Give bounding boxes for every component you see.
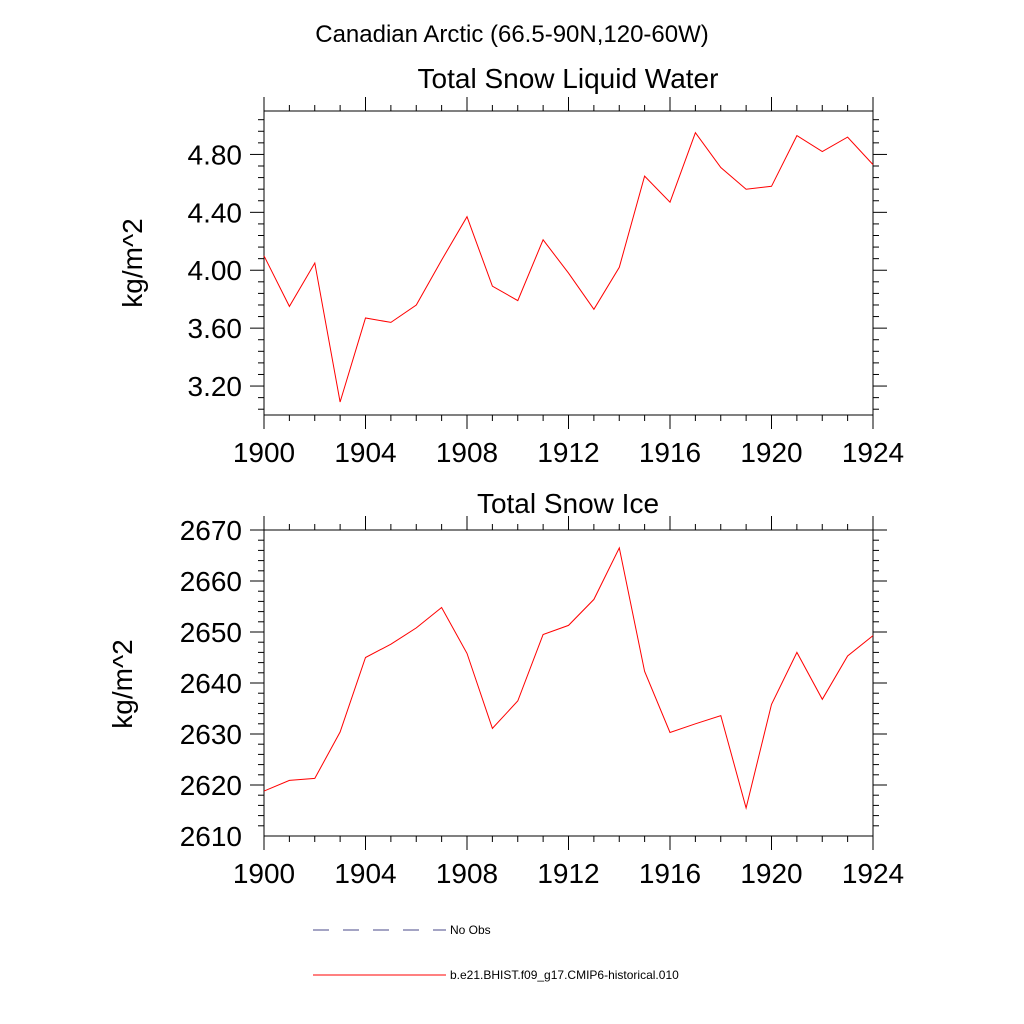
y-tick-label: 2630 [180,719,242,750]
legend-label-model: b.e21.BHIST.f09_g17.CMIP6-historical.010 [450,968,679,982]
y-tick-label: 3.20 [188,371,243,402]
y-tick-label: 3.60 [188,313,243,344]
x-tick-label: 1920 [740,858,802,889]
y-tick-label: 4.00 [188,255,243,286]
x-tick-label: 1900 [233,858,295,889]
y-axis-label: kg/m^2 [117,218,148,307]
plot-frame [263,110,874,416]
y-tick-label: 4.80 [188,139,243,170]
panel-title: Total Snow Ice [477,488,659,519]
x-tick-label: 1900 [233,437,295,468]
x-tick-label: 1912 [537,858,599,889]
panel-snow-liquid-water: Total Snow Liquid Water kg/m^2 1900 1904 1… [117,63,904,468]
x-tick-label: 1904 [334,858,396,889]
x-tick-label: 1916 [639,858,701,889]
x-tick-label: 1912 [537,437,599,468]
series-line [263,131,874,403]
legend-label-no-obs: No Obs [450,923,491,937]
series-line [263,546,874,810]
y-tick-label: 2640 [180,668,242,699]
panel-title: Total Snow Liquid Water [418,63,719,94]
x-tick-label: 1908 [436,858,498,889]
x-tick-label: 1904 [334,437,396,468]
y-tick-label: 2620 [180,770,242,801]
y-tick-label: 2670 [180,515,242,546]
y-tick-label: 2650 [180,617,242,648]
y-tick-label: 2660 [180,566,242,597]
y-tick-label: 4.40 [188,197,243,228]
panel-snow-ice: Total Snow Ice kg/m^2 1900 1904 1908 1912 19… [107,488,904,889]
x-tick-label: 1924 [842,858,904,889]
x-tick-label: 1920 [740,437,802,468]
legend: No Obs b.e21.BHIST.f09_g17.CMIP6-histori… [313,923,679,982]
figure-suptitle: Canadian Arctic (66.5-90N,120-60W) [315,21,709,48]
x-tick-label: 1908 [436,437,498,468]
y-axis-label: kg/m^2 [107,639,138,728]
x-tick-label: 1924 [842,437,904,468]
x-tick-label: 1916 [639,437,701,468]
y-tick-label: 2610 [180,821,242,852]
